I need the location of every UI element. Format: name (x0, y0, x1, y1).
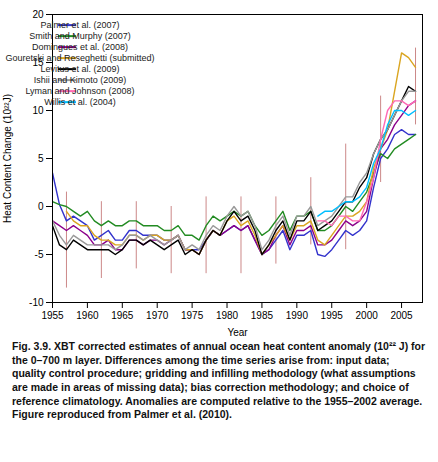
svg-text:Lyman and Johnson (2008): Lyman and Johnson (2008) (25, 86, 134, 96)
svg-text:Levitus et al. (2009): Levitus et al. (2009) (40, 64, 119, 74)
svg-text:20: 20 (32, 9, 44, 20)
svg-text:1980: 1980 (216, 310, 239, 321)
svg-text:2005: 2005 (390, 310, 413, 321)
svg-text:1975: 1975 (181, 310, 204, 321)
svg-text:Heat Content Change (10²²J): Heat Content Change (10²²J) (2, 94, 13, 223)
svg-text:Year: Year (227, 327, 248, 338)
svg-text:Domingues et al. (2008): Domingues et al. (2008) (32, 42, 128, 52)
svg-text:1965: 1965 (111, 310, 134, 321)
svg-text:Ishii and Kimoto (2009): Ishii and Kimoto (2009) (34, 75, 127, 85)
svg-text:2000: 2000 (356, 310, 379, 321)
svg-text:0: 0 (38, 201, 44, 212)
svg-text:Willis et al. (2004): Willis et al. (2004) (44, 97, 116, 107)
svg-text:-5: -5 (35, 249, 44, 260)
svg-text:5: 5 (38, 153, 44, 164)
svg-text:Palmer et al. (2007): Palmer et al. (2007) (40, 20, 119, 30)
svg-text:1970: 1970 (146, 310, 169, 321)
svg-text:1955: 1955 (41, 310, 64, 321)
svg-text:-10: -10 (29, 297, 44, 308)
svg-text:1990: 1990 (286, 310, 309, 321)
html-text:Fig. 3.9. XBT corrected estima: Fig. 3.9. XBT corrected estimates of ann… (12, 340, 426, 421)
svg-text:10: 10 (32, 105, 44, 116)
svg-text:Gouretski and Reseghetti (subm: Gouretski and Reseghetti (submitted) (5, 53, 154, 63)
svg-text:1960: 1960 (76, 310, 99, 321)
svg-text:Smith and Murphy (2007): Smith and Murphy (2007) (29, 31, 131, 41)
svg-text:1985: 1985 (251, 310, 274, 321)
svg-text:1995: 1995 (321, 310, 344, 321)
